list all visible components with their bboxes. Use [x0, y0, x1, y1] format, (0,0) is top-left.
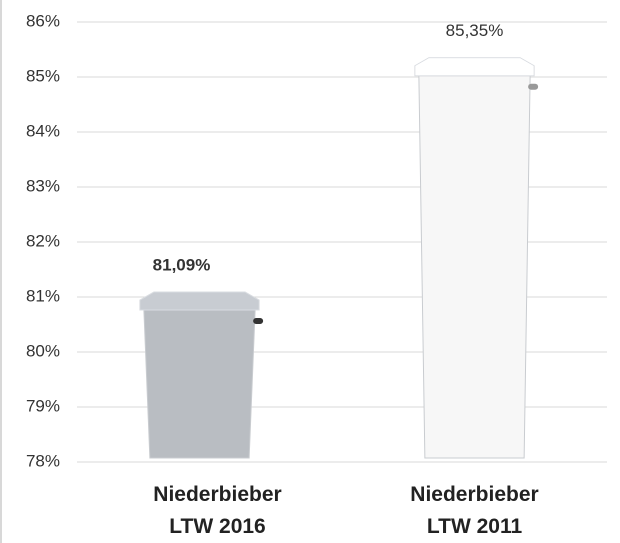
- box-lid: [414, 57, 535, 77]
- box-handle: [253, 318, 264, 325]
- y-tick-label: 79%: [26, 396, 60, 415]
- ballot-box: [139, 291, 264, 459]
- bar: [143, 309, 256, 459]
- ballot-box: [414, 57, 539, 459]
- value-label: 85,35%: [446, 21, 504, 40]
- y-tick-label: 84%: [26, 121, 60, 140]
- y-tick-label: 85%: [26, 66, 60, 85]
- bar: [418, 75, 531, 459]
- y-tick-label: 82%: [26, 231, 60, 250]
- y-tick-label: 83%: [26, 176, 60, 195]
- y-tick-label: 81%: [26, 286, 60, 305]
- box-handle: [528, 83, 539, 90]
- y-tick-label: 80%: [26, 341, 60, 360]
- value-label: 81,09%: [153, 256, 211, 275]
- x-tick-label: Niederbieber LTW 2011: [410, 483, 539, 538]
- x-tick-label: Niederbieber LTW 2016: [153, 483, 282, 538]
- y-tick-label: 86%: [26, 11, 60, 30]
- y-tick-label: 78%: [26, 451, 60, 470]
- box-lid: [139, 291, 260, 311]
